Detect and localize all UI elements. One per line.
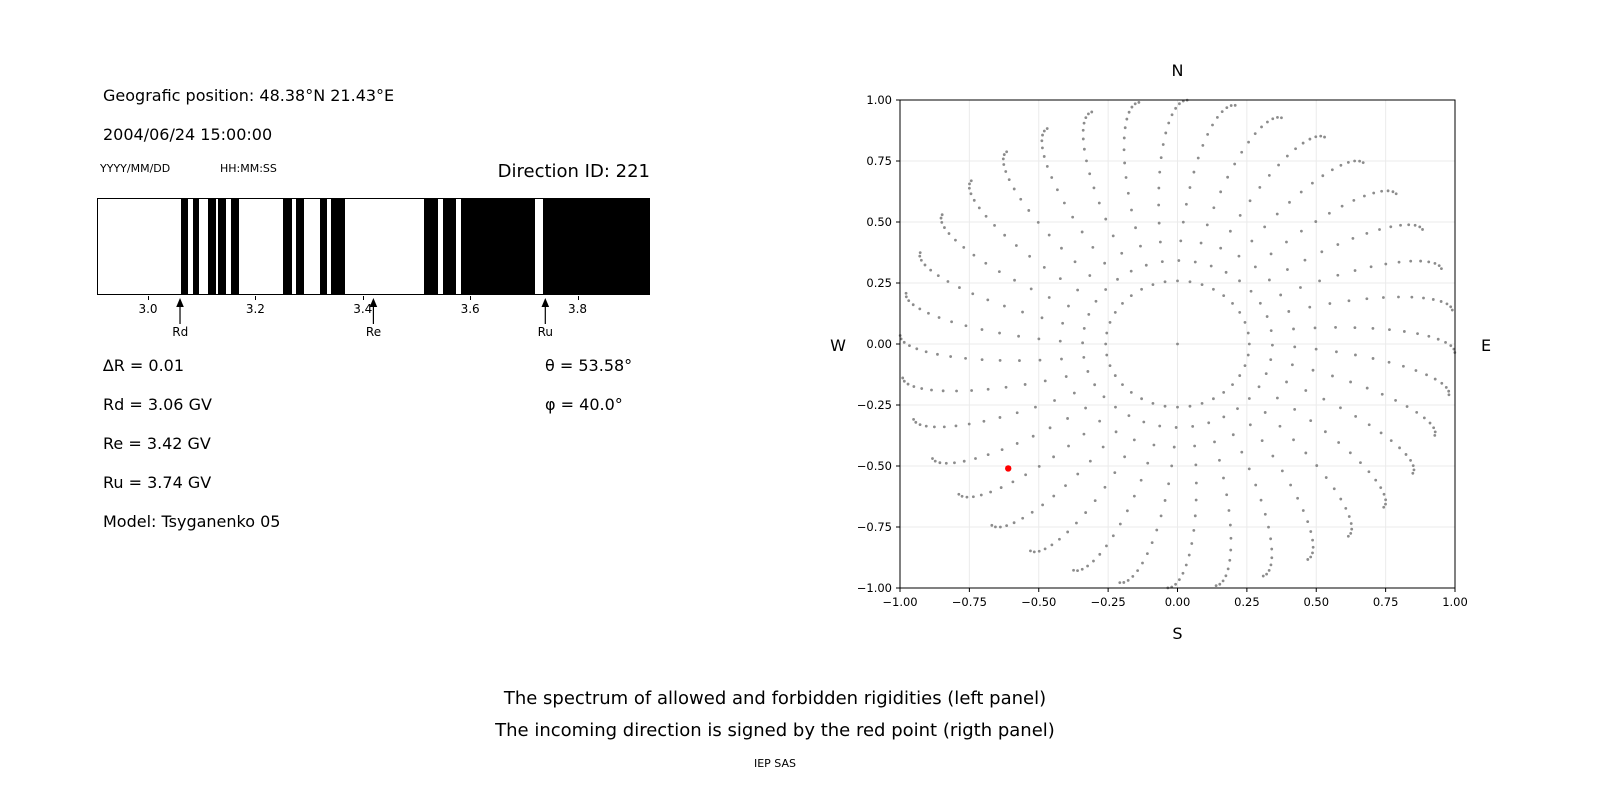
red-point <box>1005 465 1012 472</box>
allowed-segment <box>423 199 438 294</box>
y-tick-label: 1.00 <box>866 93 892 107</box>
spectrum-tick-label: 3.0 <box>138 302 158 316</box>
allowed-segment <box>320 199 328 294</box>
spectrum-tick-label: 3.4 <box>353 302 373 316</box>
up-arrow-icon <box>541 298 550 324</box>
date-format-label: YYYY/MM/DD <box>100 162 171 175</box>
allowed-segment <box>331 199 346 294</box>
ru-label: Ru = 3.74 GV <box>103 473 212 492</box>
x-tick-label: −0.50 <box>1021 595 1056 609</box>
up-arrow-icon <box>369 298 378 324</box>
x-tick-label: 1.00 <box>1442 595 1468 609</box>
allowed-segment <box>230 199 239 294</box>
phi-label: φ = 40.0° <box>545 395 623 414</box>
y-tick-label: 0.25 <box>866 276 892 290</box>
y-tick-label: 0.75 <box>866 154 892 168</box>
datetime-label: 2004/06/24 15:00:00 <box>103 125 273 144</box>
x-tick-label: 0.75 <box>1373 595 1399 609</box>
x-tick-label: −0.25 <box>1091 595 1126 609</box>
cutoff-marker-ru: Ru <box>538 298 553 339</box>
allowed-segment <box>180 199 189 294</box>
theta-label: θ = 53.58° <box>545 356 633 375</box>
spectrum-tick <box>577 296 579 300</box>
allowed-segment <box>283 199 293 294</box>
x-tick-label: 0.50 <box>1303 595 1329 609</box>
y-tick-label: −1.00 <box>857 581 892 595</box>
allowed-segment <box>207 199 216 294</box>
cutoff-marker-label: Rd <box>172 325 189 339</box>
up-arrow-icon <box>176 298 185 324</box>
cutoff-marker-re: Re <box>366 298 381 339</box>
compass-north-label: N <box>1171 61 1184 80</box>
spectrum-tick <box>148 296 149 300</box>
time-format-label: HH:MM:SS <box>220 162 277 175</box>
rd-label: Rd = 3.06 GV <box>103 395 212 414</box>
direction-id-label: Direction ID: 221 <box>497 161 650 182</box>
cutoff-marker-label: Ru <box>537 325 553 339</box>
geo-position-label: Geografic position: 48.38°N 21.43°E <box>103 86 395 105</box>
caption-line-1: The spectrum of allowed and forbidden ri… <box>503 688 1047 709</box>
re-label: Re = 3.42 GV <box>103 434 211 453</box>
asymptotic-direction-plot: −1.00 −0.75 −0.50 −0.25 0.00 0.25 0.50 0.75 1.00… <box>857 93 1468 609</box>
gray-dots-group <box>898 98 1457 590</box>
y-tick-label: 0.50 <box>866 215 892 229</box>
y-tick-label: −0.25 <box>857 398 892 412</box>
allowed-segment <box>192 199 199 294</box>
allowed-segment <box>460 199 536 294</box>
spectrum-tick-label: 3.6 <box>460 302 480 316</box>
x-tick-label: −1.00 <box>882 595 917 609</box>
delta-r-label: ∆R = 0.01 <box>103 356 185 375</box>
spectrum-bars <box>98 199 649 294</box>
x-tick-label: −0.75 <box>952 595 987 609</box>
cutoff-marker-rd: Rd <box>172 298 188 339</box>
spectrum-tick <box>362 296 364 300</box>
spectrum-tick <box>470 296 472 300</box>
spectrum-tick-label: 3.2 <box>245 302 265 316</box>
allowed-segment <box>296 199 305 294</box>
compass-west-label: W <box>830 336 846 355</box>
y-tick-label: −0.50 <box>857 459 892 473</box>
compass-east-label: E <box>1480 336 1492 355</box>
spectrum-axis: 3.0 3.2 3.4 3.6 3.8 Rd Re Ru <box>97 296 650 356</box>
allowed-segment <box>218 199 227 294</box>
spectrum-tick-label: 3.8 <box>567 302 588 316</box>
model-label: Model: Tsyganenko 05 <box>103 512 281 531</box>
y-tick-label: 0.00 <box>866 337 892 351</box>
credit-label: IEP SAS <box>753 757 797 770</box>
compass-south-label: S <box>1172 624 1183 643</box>
cutoff-marker-label: Re <box>365 325 382 339</box>
allowed-segment <box>543 199 649 294</box>
allowed-segment <box>442 199 456 294</box>
x-tick-label: 0.00 <box>1165 595 1191 609</box>
rigidity-spectrum-chart <box>97 198 650 295</box>
y-tick-label: −0.75 <box>857 520 892 534</box>
caption-line-2: The incoming direction is signed by the … <box>495 720 1055 741</box>
spectrum-tick <box>255 296 257 300</box>
x-tick-label: 0.25 <box>1234 595 1260 609</box>
